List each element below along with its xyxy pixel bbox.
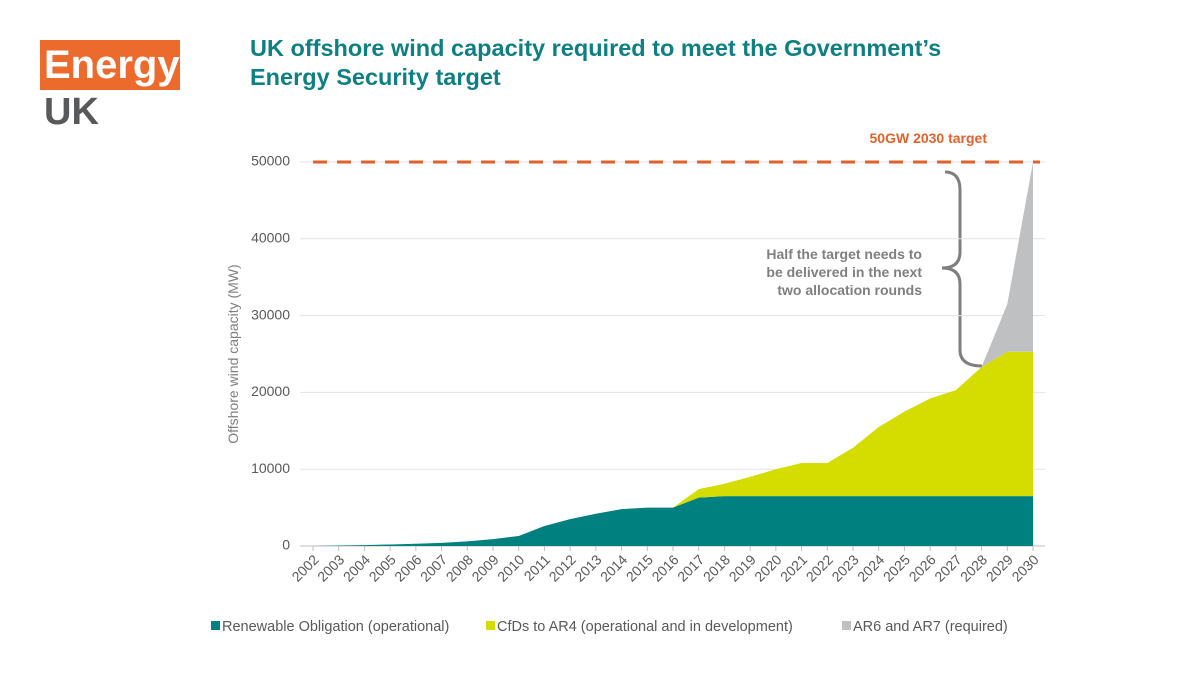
x-tick-label: 2018 [700,551,733,584]
area [313,351,1033,546]
x-tick-label: 2030 [1008,551,1041,584]
brace [941,170,983,368]
y-tick-label: 20000 [251,383,290,399]
annotation: two allocation rounds [777,282,922,298]
x-tick-label: 2027 [931,551,964,584]
logo-top: Energy [44,43,180,87]
x-tick-label: 2029 [983,551,1016,584]
x-tick-label: 2026 [906,551,939,584]
legend-swatch [486,621,495,630]
y-axis-label: Offshore wind capacity (MW) [225,264,241,443]
annotation: be delivered in the next [766,264,922,280]
x-tick-label: 2028 [957,551,990,584]
legend-label: AR6 and AR7 (required) [853,619,1008,635]
y-tick-label: 10000 [251,460,290,476]
x-tick-label: 2023 [828,551,861,584]
x-tick-label: 2016 [648,551,681,584]
y-tick-label: 50000 [251,153,290,169]
legend-label: Renewable Obligation (operational) [222,619,449,635]
x-tick-label: 2019 [726,551,759,584]
x-tick-label: 2006 [391,551,424,584]
x-tick-label: 2007 [417,551,450,584]
x-tick-label: 2010 [494,551,527,584]
x-tick-label: 2014 [597,551,630,584]
x-tick-label: 2005 [366,551,399,584]
x-tick-label: 2003 [314,551,347,584]
chart-title: UK offshore wind capacity required to me… [250,35,942,90]
y-tick-label: 30000 [251,306,290,322]
area [313,496,1033,546]
logo-box [40,40,180,90]
y-tick-label: 40000 [251,230,290,246]
x-tick-label: 2020 [751,551,784,584]
x-tick-label: 2015 [623,551,656,584]
x-tick-label: 2004 [340,551,373,584]
target-label: 50GW 2030 target [870,130,988,146]
x-tick-label: 2024 [854,551,887,584]
legend-swatch [842,621,851,630]
x-tick-label: 2021 [777,551,810,584]
x-tick-label: 2025 [880,551,913,584]
x-tick-label: 2002 [288,551,321,584]
x-tick-label: 2013 [571,551,604,584]
logo-bottom: UK [44,91,99,133]
x-tick-label: 2011 [521,551,554,584]
annotation: Half the target needs to [766,246,922,262]
x-tick-label: 2022 [803,551,836,584]
legend-swatch [211,621,220,630]
x-tick-label: 2008 [443,551,476,584]
x-tick-label: 2017 [674,551,707,584]
y-tick-label: 0 [282,537,290,553]
legend-label: CfDs to AR4 (operational and in developm… [497,619,793,635]
x-tick-label: 2012 [546,551,579,584]
x-tick-label: 2009 [468,551,501,584]
